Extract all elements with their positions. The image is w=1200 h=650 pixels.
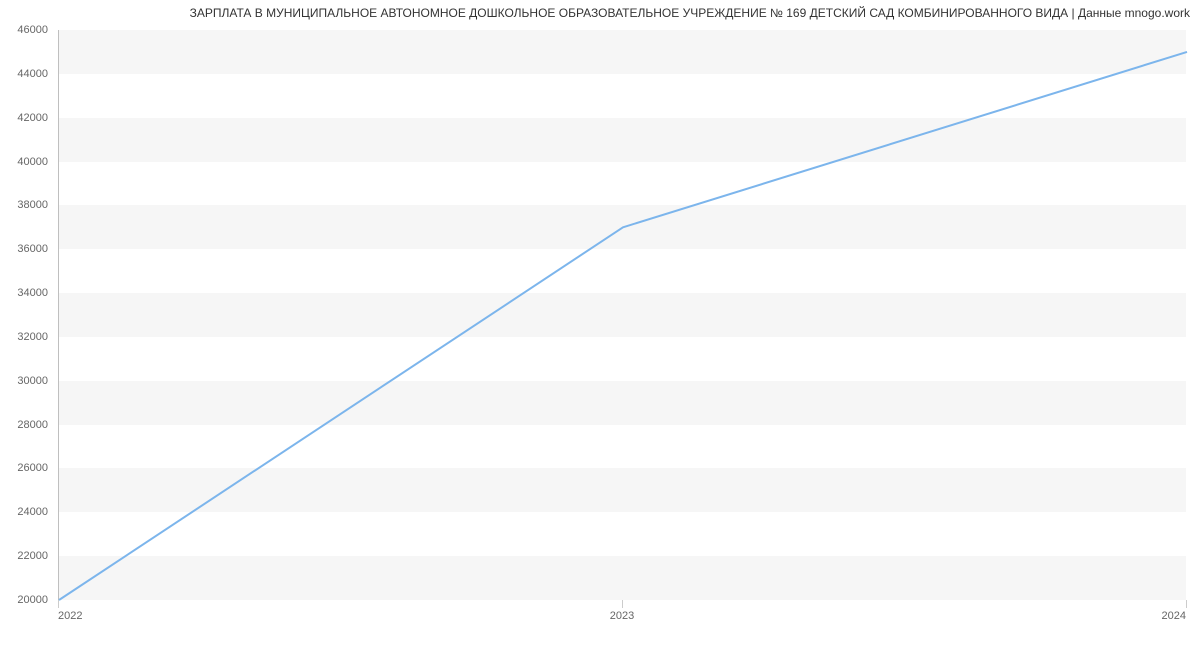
y-tick-label: 32000	[0, 331, 48, 343]
x-tick-mark	[622, 600, 623, 608]
y-tick-label: 44000	[0, 68, 48, 80]
x-tick-mark	[1186, 600, 1187, 608]
y-tick-label: 20000	[0, 594, 48, 606]
y-tick-label: 40000	[0, 156, 48, 168]
y-tick-label: 36000	[0, 243, 48, 255]
y-tick-label: 34000	[0, 287, 48, 299]
y-tick-label: 28000	[0, 419, 48, 431]
y-tick-label: 38000	[0, 199, 48, 211]
y-tick-label: 26000	[0, 462, 48, 474]
y-tick-label: 22000	[0, 550, 48, 562]
chart-title: ЗАРПЛАТА В МУНИЦИПАЛЬНОЕ АВТОНОМНОЕ ДОШК…	[0, 6, 1190, 20]
plot-area	[58, 30, 1186, 600]
x-tick-mark	[58, 600, 59, 608]
line-series	[59, 30, 1187, 600]
series-line	[59, 52, 1187, 600]
chart-container: ЗАРПЛАТА В МУНИЦИПАЛЬНОЕ АВТОНОМНОЕ ДОШК…	[0, 0, 1200, 650]
x-tick-label: 2023	[610, 610, 634, 622]
y-tick-label: 30000	[0, 375, 48, 387]
y-tick-label: 42000	[0, 112, 48, 124]
y-tick-label: 46000	[0, 24, 48, 36]
x-tick-label: 2022	[58, 610, 82, 622]
x-tick-label: 2024	[1162, 610, 1186, 622]
y-tick-label: 24000	[0, 506, 48, 518]
